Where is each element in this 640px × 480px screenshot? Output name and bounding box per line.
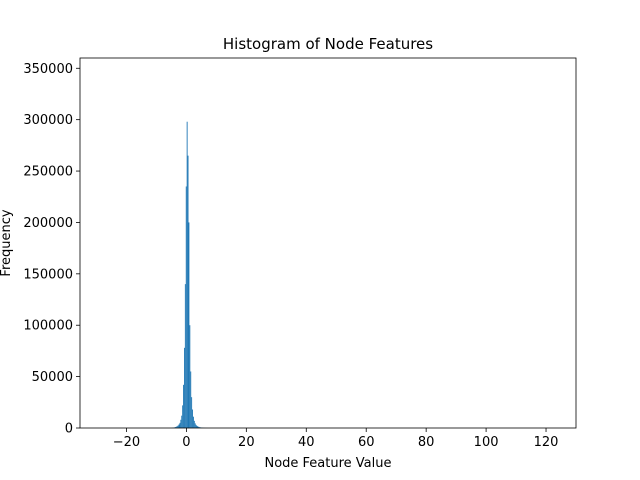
x-axis-label: Node Feature Value bbox=[264, 456, 391, 471]
histogram-bar bbox=[193, 420, 195, 428]
x-tick-label: 60 bbox=[358, 435, 375, 450]
histogram-bar bbox=[192, 409, 193, 428]
y-tick-label: 0 bbox=[65, 422, 73, 437]
x-tick-label: 120 bbox=[534, 435, 559, 450]
histogram-bar bbox=[175, 426, 177, 428]
histogram-bar bbox=[182, 405, 184, 428]
x-tick-label: 100 bbox=[474, 435, 499, 450]
histogram-bar bbox=[185, 186, 187, 428]
histogram-bar bbox=[186, 121, 188, 428]
y-axis-label: Frequency bbox=[0, 209, 14, 276]
y-tick-label: 50000 bbox=[32, 370, 73, 385]
histogram-bar bbox=[196, 425, 198, 428]
histogram-bar bbox=[183, 384, 184, 428]
x-axis-ticks: −20 0 20 40 60 80 100 120 bbox=[113, 428, 559, 450]
plot-area-frame bbox=[79, 57, 577, 429]
x-tick-label: 0 bbox=[182, 435, 190, 450]
histogram-bar bbox=[195, 424, 197, 428]
histogram-bar bbox=[175, 427, 176, 428]
histogram-bar bbox=[179, 422, 181, 428]
y-tick-label: 150000 bbox=[23, 267, 73, 282]
y-tick-label: 100000 bbox=[23, 319, 73, 334]
y-tick-label: 200000 bbox=[23, 216, 73, 231]
histogram-bar bbox=[189, 325, 191, 428]
histogram-bar bbox=[180, 419, 182, 428]
histogram-bar bbox=[184, 284, 186, 428]
histogram-bar bbox=[199, 427, 201, 428]
histogram-bar bbox=[187, 155, 189, 428]
x-tick-label: 40 bbox=[298, 435, 315, 450]
histogram-bar bbox=[181, 415, 183, 428]
histogram-bar bbox=[178, 424, 180, 428]
x-tick-label: −20 bbox=[113, 435, 140, 450]
y-tick-label: 300000 bbox=[23, 113, 73, 128]
x-tick-label: 20 bbox=[238, 435, 255, 450]
histogram-bar bbox=[188, 222, 190, 428]
histogram-bar bbox=[192, 416, 194, 428]
histogram-bar bbox=[197, 426, 199, 428]
histogram-bar bbox=[191, 397, 193, 428]
histogram-bars bbox=[171, 121, 208, 429]
chart-title: Histogram of Node Features bbox=[223, 35, 433, 53]
histogram-bar bbox=[198, 426, 200, 428]
histogram-bar bbox=[194, 423, 196, 429]
histogram-bar bbox=[190, 371, 192, 428]
histogram-bar bbox=[176, 426, 178, 428]
histogram-bar bbox=[184, 347, 185, 428]
y-tick-label: 250000 bbox=[23, 165, 73, 180]
x-tick-label: 80 bbox=[418, 435, 435, 450]
histogram-bar bbox=[177, 425, 179, 428]
y-tick-label: 350000 bbox=[23, 62, 73, 77]
y-axis-ticks: 0 50000 100000 150000 200000 250000 300000 3500… bbox=[23, 62, 80, 437]
